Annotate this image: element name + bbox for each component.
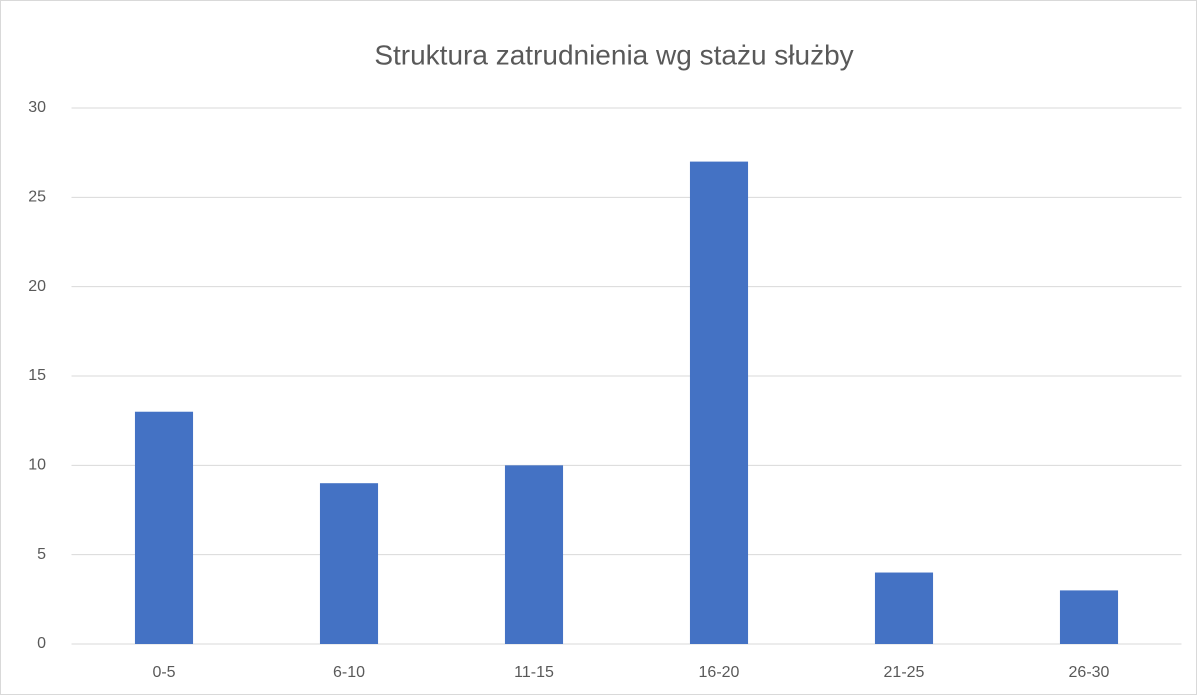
- x-tick-label: 6-10: [333, 664, 365, 681]
- y-tick-label: 5: [37, 546, 46, 563]
- bar: [689, 161, 749, 644]
- y-tick-label: 10: [28, 457, 46, 474]
- bar: [319, 483, 379, 644]
- y-tick-label: 20: [28, 278, 46, 295]
- x-tick-label: 0-5: [152, 664, 175, 681]
- y-tick-label: 0: [37, 635, 46, 652]
- y-tick-label: 15: [28, 367, 46, 384]
- bar: [1059, 590, 1119, 644]
- x-tick-label: 11-15: [514, 664, 554, 681]
- x-tick-label: 21-25: [884, 664, 925, 681]
- x-tick-label: 26-30: [1069, 664, 1110, 681]
- bar: [504, 465, 564, 644]
- y-tick-label: 25: [28, 189, 46, 206]
- bar: [874, 572, 934, 644]
- bar: [134, 411, 194, 644]
- x-tick-label: 16-20: [699, 664, 740, 681]
- chart-title: Struktura zatrudnienia wg stażu służby: [374, 39, 853, 70]
- y-tick-label: 30: [28, 99, 46, 116]
